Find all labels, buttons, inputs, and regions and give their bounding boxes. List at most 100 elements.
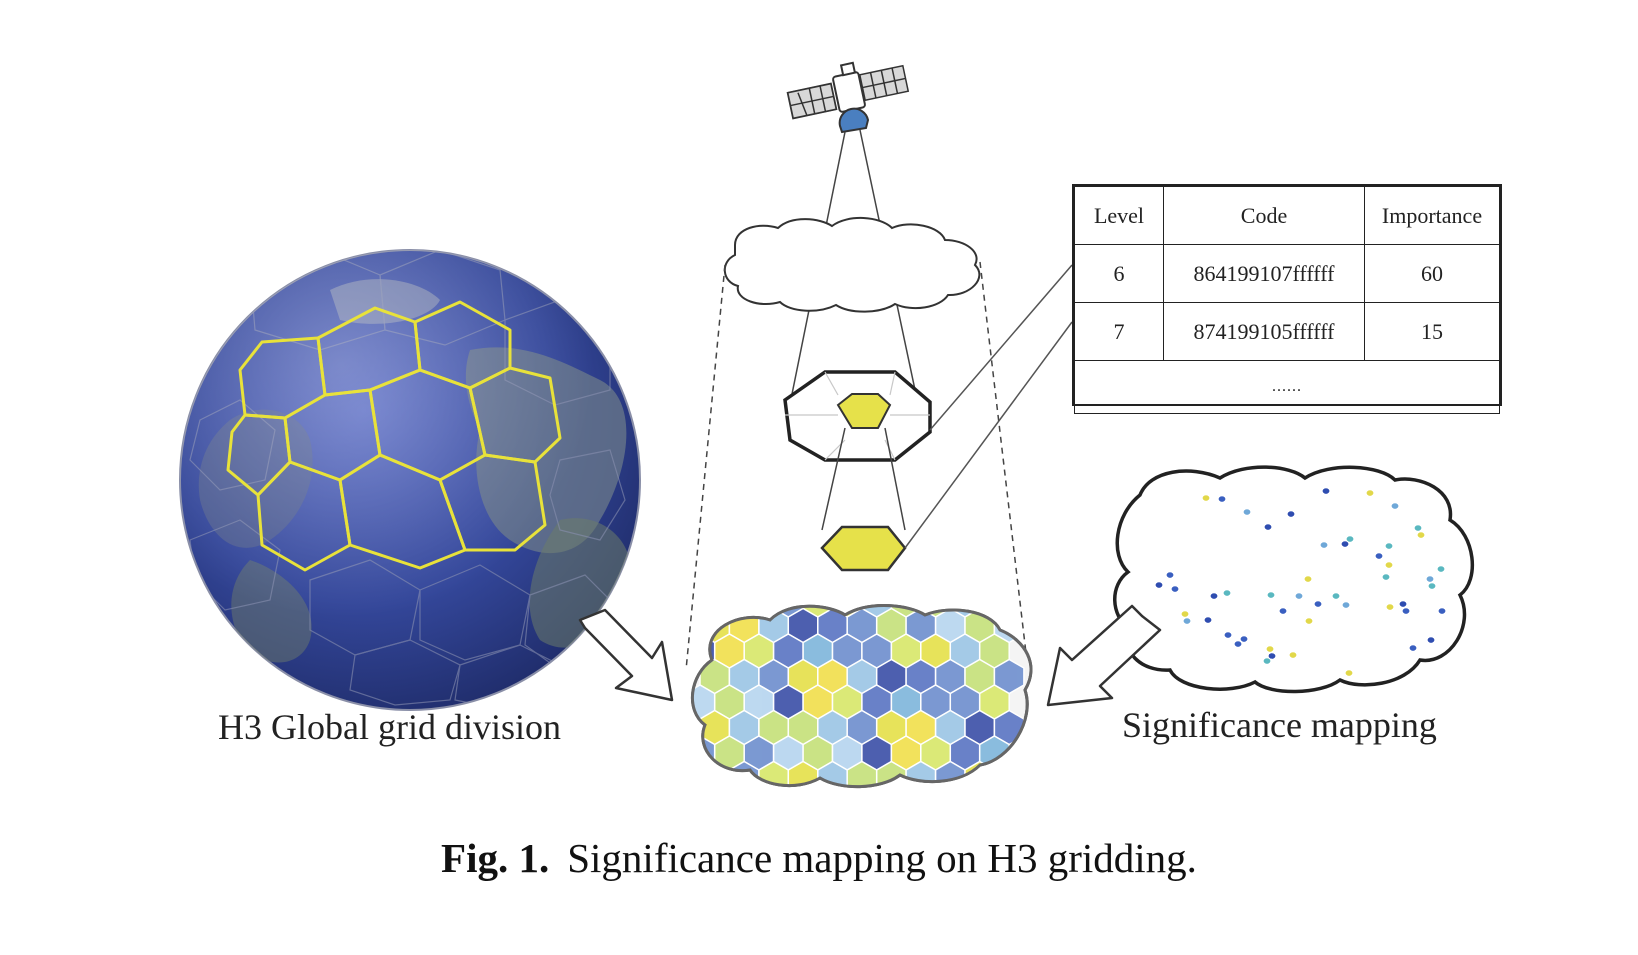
significance-dot [1267,592,1275,598]
significance-dot [1426,576,1434,582]
significance-dot [1322,488,1330,494]
significance-dot [1181,611,1189,617]
table-cell-code: 864199107ffffff [1163,244,1365,303]
significance-dot [1264,524,1272,530]
table-header-code: Code [1163,186,1365,245]
figure-caption: Fig. 1. Significance mapping on H3 griddi… [0,834,1638,882]
significance-hex-map [690,604,1033,789]
significance-dot [1346,536,1354,542]
significance-dot [1385,562,1393,568]
significance-dot [1386,604,1394,610]
table-connectors [904,264,1073,549]
significance-dot [1202,495,1210,501]
significance-dot [1224,632,1232,638]
significance-label: Significance mapping [1122,705,1437,745]
significance-dot [1414,525,1422,531]
significance-dot [1409,645,1417,651]
significance-dot [1314,601,1322,607]
significance-dot [1210,593,1218,599]
hex-cell [920,786,952,787]
significance-dot [1183,618,1191,624]
satellite-icon [786,61,910,134]
hex-cell [978,786,1010,787]
significance-dot [1218,496,1226,502]
globe-label: H3 Global grid division [218,707,561,747]
hex-cell [831,786,863,787]
significance-dot [1366,490,1374,496]
cloud-icon [723,216,981,313]
significance-dot [1243,509,1251,515]
parent-hex-cell [783,370,932,462]
table-header-level: Level [1074,186,1164,245]
significance-dot [1266,646,1274,652]
hex-cell [713,605,745,618]
hex-cell [905,760,937,787]
table-cell-level: 6 [1074,244,1164,303]
hex-cell [846,760,878,787]
significance-dot [1385,543,1393,549]
significance-dot [1204,617,1212,623]
hex-cell [978,605,1010,618]
significance-dot [1332,593,1340,599]
hex-cell [758,760,790,787]
significance-dot [1427,637,1435,643]
hex-cell [743,605,775,618]
significance-dot [1287,511,1295,517]
hex-cell [817,760,848,787]
hex-cell [949,786,981,787]
significance-dot [1320,542,1328,548]
significance-dot [1289,652,1297,658]
significance-dot [1171,586,1179,592]
caption-text: Significance mapping on H3 gridding. [567,835,1197,881]
hex-cell [713,786,745,787]
significance-dot [1375,553,1383,559]
h3-grid-cells [226,300,562,572]
projection-dashed-lines [685,261,1029,671]
table-cell-code: 874199105ffffff [1163,302,1365,361]
hex-cell [728,760,760,787]
hex-cell [692,605,716,618]
significance-dot [1438,608,1446,614]
significance-dot [1234,641,1242,647]
significance-dot [1263,658,1271,664]
arrow-icon [578,608,674,702]
hex-cell [861,786,893,787]
significance-dot [1345,670,1353,676]
significance-dot [1223,590,1231,596]
hex-cell [787,760,819,787]
significance-dot [1399,601,1407,607]
significance-dot [1305,618,1313,624]
significance-dot [1295,593,1303,599]
zoom-cone [821,427,906,531]
child-hex-cell [820,525,907,572]
significance-dot [1279,608,1287,614]
hex-cell [692,735,716,771]
significance-dot [1402,608,1410,614]
significance-dot [1417,532,1425,538]
hex-cell [692,786,716,787]
significance-dot [1342,602,1350,608]
table-header-importance: Importance [1364,186,1500,245]
table-cell-importance: 60 [1364,244,1500,303]
hex-cell [890,786,922,787]
significance-dot [1155,582,1163,588]
hex-cell [743,786,775,787]
significance-dot [1382,574,1390,580]
significance-dot [1341,541,1349,547]
hex-cell [802,786,834,787]
globe-icon [179,249,641,711]
table-cell-importance: 15 [1364,302,1500,361]
table-more-rows: ...... [1074,360,1500,414]
significance-dot [1166,572,1174,578]
table-cell-level: 7 [1074,302,1164,361]
hex-cell [772,786,804,787]
significance-dot [1240,636,1248,642]
significance-dot [1268,653,1276,659]
hex-cell [993,760,1025,787]
significance-dot [1391,503,1399,509]
grid-code-table: Level Code Importance 6 864199107ffffff … [1072,184,1502,414]
significance-dot [1304,576,1312,582]
arrow-icon [1046,604,1162,707]
caption-prefix: Fig. 1. [441,835,550,881]
